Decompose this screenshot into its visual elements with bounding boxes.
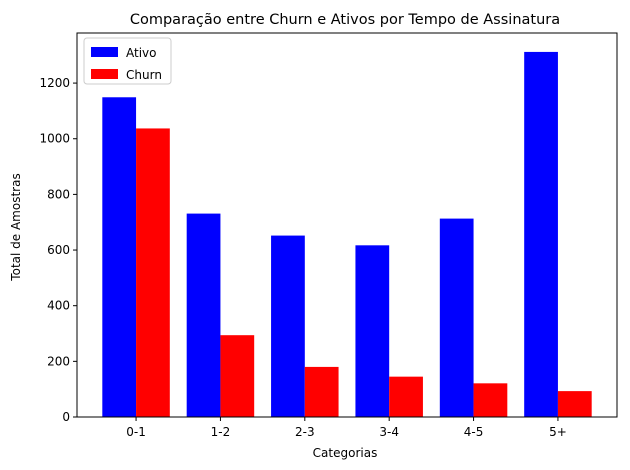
legend-swatch-churn (91, 69, 118, 79)
legend-swatch-ativo (91, 47, 118, 57)
y-tick-label: 800 (47, 187, 70, 201)
plot-area: 0 200 400 600 800 1000 1200 0-1 1-2 2-3 3-4 4-5 5+ At… (39, 32, 618, 439)
x-axis-label: Categorias (313, 446, 378, 460)
bar-ativo-1-2 (186, 213, 221, 417)
y-tick-label: 0 (62, 410, 70, 424)
y-tick-label: 1200 (39, 76, 70, 90)
bar-ativo-4-5 (439, 218, 474, 417)
x-tick-label: 5+ (549, 425, 567, 439)
x-tick-label: 4-5 (464, 425, 484, 439)
bar-churn-3-4 (389, 376, 423, 417)
y-tick-label: 200 (47, 354, 70, 368)
bar-churn-2-3 (304, 366, 339, 417)
bar-churn-5+ (557, 391, 592, 417)
y-tick-label: 400 (47, 299, 70, 313)
x-tick-label: 3-4 (379, 425, 399, 439)
bar-churn-1-2 (220, 335, 255, 417)
y-axis-label: Total de Amostras (9, 173, 23, 281)
legend-label-churn: Churn (126, 68, 162, 82)
bar-ativo-5+ (524, 51, 558, 417)
legend-label-ativo: Ativo (126, 46, 156, 60)
bar-ativo-0-1 (102, 97, 137, 417)
x-tick-label: 0-1 (126, 425, 146, 439)
x-tick-label: 2-3 (295, 425, 315, 439)
bar-churn-4-5 (473, 383, 508, 417)
bar-ativo-3-4 (355, 245, 390, 417)
y-tick-label: 600 (47, 243, 70, 257)
y-tick-label: 1000 (39, 132, 70, 146)
chart-title: Comparação entre Churn e Ativos por Temp… (130, 12, 560, 28)
x-tick-label: 1-2 (211, 425, 231, 439)
bar-ativo-2-3 (271, 235, 305, 417)
plot-frame (76, 32, 618, 418)
bar-churn-0-1 (136, 128, 170, 417)
